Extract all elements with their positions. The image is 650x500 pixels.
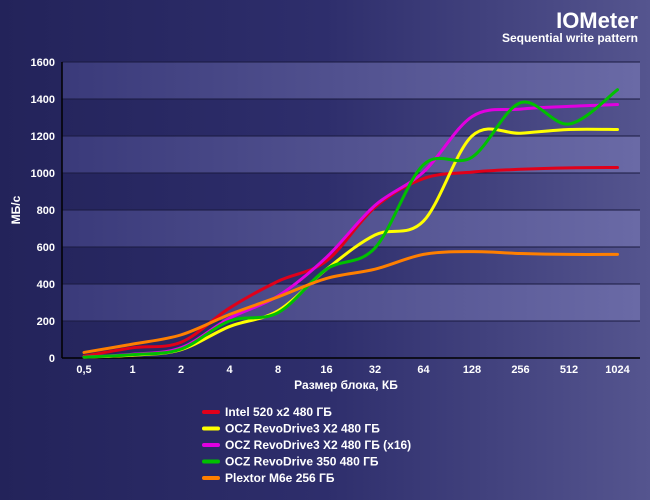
x-tick-label: 128: [463, 364, 481, 376]
y-tick-label: 600: [37, 242, 55, 254]
x-axis-label: Размер блока, КБ: [294, 378, 398, 392]
x-tick-label: 16: [320, 364, 332, 376]
legend-label: OCZ RevoDrive 350 480 ГБ: [225, 455, 379, 469]
legend-label: Plextor M6e 256 ГБ: [225, 471, 335, 485]
x-tick-label: 1024: [605, 364, 630, 376]
x-tick-label: 1: [129, 364, 135, 376]
legend-label: OCZ RevoDrive3 X2 480 ГБ (x16): [225, 438, 411, 452]
y-tick-label: 400: [37, 279, 55, 291]
series-line-4: [82, 88, 619, 359]
series-line-5: [82, 250, 619, 354]
chart-title: IOMeter: [556, 8, 638, 33]
x-tick-label: 64: [417, 364, 430, 376]
y-tick-label: 1400: [31, 94, 55, 106]
x-tick-label: 4: [226, 364, 233, 376]
plot-band: [62, 62, 640, 99]
y-tick-label: 800: [37, 205, 55, 217]
x-tick-label: 0,5: [76, 364, 91, 376]
x-tick-label: 512: [560, 364, 578, 376]
legend-label: OCZ RevoDrive3 X2 480 ГБ: [225, 422, 380, 436]
x-tick-label: 256: [511, 364, 529, 376]
y-tick-label: 1200: [31, 131, 55, 143]
plot-band: [62, 284, 640, 321]
x-tick-label: 32: [369, 364, 381, 376]
chart-subtitle: Sequential write pattern: [502, 31, 638, 45]
legend: Intel 520 x2 480 ГБ OCZ RevoDrive3 X2 480…: [202, 405, 411, 485]
y-tick-label: 1600: [31, 57, 55, 69]
series-line-1: [82, 165, 619, 358]
legend-label: Intel 520 x2 480 ГБ: [225, 405, 332, 419]
y-tick-label: 1000: [31, 168, 55, 180]
x-tick-label: 8: [275, 364, 281, 376]
plot-band: [62, 136, 640, 173]
y-tick-label: 200: [37, 316, 55, 328]
y-tick-label: 0: [49, 353, 55, 365]
y-axis-label: МБ/с: [9, 195, 23, 224]
x-tick-label: 2: [178, 364, 184, 376]
